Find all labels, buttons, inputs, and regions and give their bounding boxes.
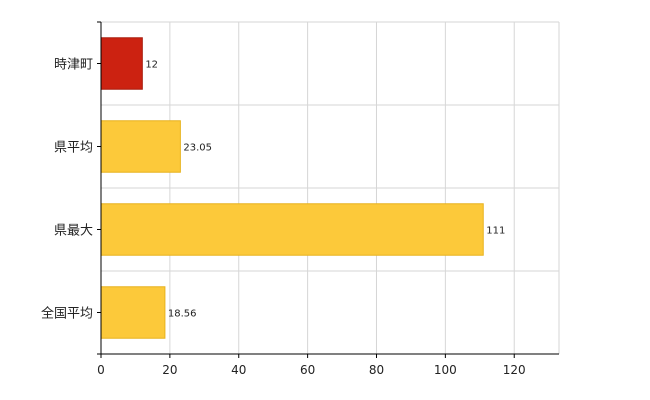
x-tick-label: 80: [369, 363, 384, 377]
category-label-2: 県最大: [54, 224, 93, 239]
data-label-1: 23.05: [183, 143, 212, 154]
x-tick-label: 60: [300, 363, 315, 377]
x-tick-label: 120: [503, 363, 526, 377]
category-label-1: 県平均: [54, 141, 93, 156]
category-label-0: 時津町: [54, 58, 93, 73]
x-tick-label: 20: [162, 363, 177, 377]
category-label-3: 全国平均: [41, 306, 93, 322]
data-label-0: 12: [145, 60, 158, 71]
grid-layer: [101, 21, 560, 355]
axis-layer: [97, 21, 559, 358]
bar-3: [100, 286, 166, 339]
bar-layer: [100, 37, 484, 339]
x-tick-label: 40: [231, 363, 246, 377]
data-label-3: 18.56: [168, 309, 197, 320]
data-label-2: 111: [486, 226, 505, 237]
label-layer: 12 時津町 23.05 県平均 111 県最大 18.56 全国平均 0 20 40 60 80 100…: [41, 58, 526, 378]
bar-1: [100, 120, 181, 173]
x-tick-label: 100: [434, 363, 457, 377]
bar-2: [100, 203, 484, 256]
x-tick-label: 0: [97, 363, 105, 377]
bar-0: [100, 37, 143, 90]
